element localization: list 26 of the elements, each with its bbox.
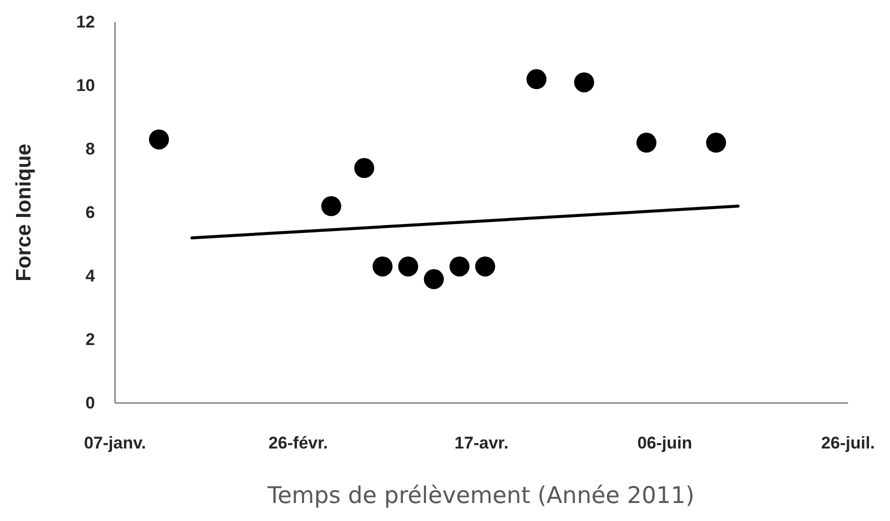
x-tick-label: 26-févr. xyxy=(268,434,328,452)
point xyxy=(475,256,496,276)
point xyxy=(354,158,374,178)
x-tick-label: 17-avr. xyxy=(454,434,508,452)
y-tick-label: 8 xyxy=(86,140,95,158)
y-tick-label: 0 xyxy=(86,394,95,412)
point xyxy=(372,256,393,276)
x-axis-title: Temps de prélèvement (Année 2011) xyxy=(266,483,695,509)
point xyxy=(450,256,470,276)
point xyxy=(398,256,418,276)
y-tick-label: 10 xyxy=(76,76,95,95)
y-tick-label: 4 xyxy=(86,266,96,286)
point xyxy=(148,129,169,150)
y-tick-label: 12 xyxy=(76,12,95,32)
point xyxy=(321,196,342,216)
point xyxy=(706,132,726,153)
x-tick-label: 07-janv. xyxy=(84,434,146,452)
point xyxy=(526,69,546,90)
point xyxy=(574,72,594,92)
point xyxy=(424,269,444,290)
y-tick-label: 2 xyxy=(86,330,95,349)
y-tick-label: 6 xyxy=(86,203,95,222)
point xyxy=(636,132,656,153)
x-tick-label: 26-juil. xyxy=(821,434,875,452)
y-axis-title: Force Ionique xyxy=(12,144,36,282)
x-tick-label: 06-juin xyxy=(637,434,692,452)
